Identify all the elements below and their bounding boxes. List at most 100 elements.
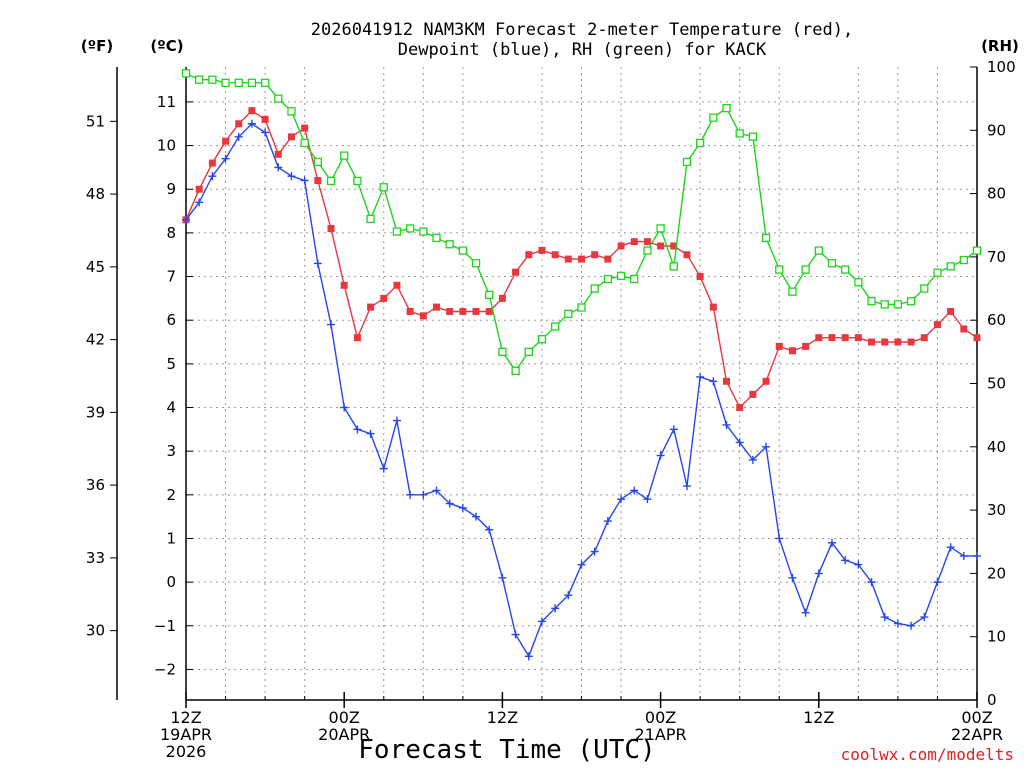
rh-point	[709, 113, 718, 122]
dewpoint-point	[801, 608, 810, 617]
temperature-point	[367, 303, 375, 311]
celsius-tick-label: 3	[166, 442, 176, 460]
rh-point	[761, 233, 771, 243]
rh-point	[221, 78, 230, 87]
dewpoint-point	[722, 420, 731, 429]
rh-point	[603, 274, 613, 284]
rh-point	[313, 157, 322, 167]
temperature-point	[340, 281, 348, 289]
dewpoint-point	[208, 172, 217, 181]
celsius-tick-label: 10	[157, 137, 176, 155]
temperature-point	[498, 294, 506, 302]
rh-point	[669, 262, 678, 271]
dewpoint-point	[841, 556, 850, 565]
rh-point	[471, 259, 481, 268]
dewpoint-point	[973, 551, 981, 560]
x-tick-label: 22APR	[951, 725, 1003, 744]
dewpoint-point	[920, 613, 929, 622]
series-layer	[181, 69, 982, 661]
rh-tick-label: 0	[987, 691, 997, 709]
dewpoint-point	[682, 482, 691, 491]
dewpoint-point	[946, 543, 955, 552]
temperature-point	[894, 338, 902, 346]
dewpoint-point	[907, 621, 916, 630]
temperature-point	[195, 185, 203, 193]
temperature-point	[643, 238, 651, 246]
dewpoint-point	[893, 619, 902, 628]
dewpoint-point	[353, 425, 362, 434]
temperature-point	[723, 377, 731, 385]
celsius-tick-label: −1	[154, 617, 176, 635]
rh-point	[511, 366, 520, 375]
temperature-point	[868, 338, 876, 346]
rh-point	[682, 157, 692, 167]
rh-point	[379, 183, 388, 192]
fahrenheit-unit-label: (ºF)	[81, 37, 113, 55]
rh-point	[643, 246, 652, 255]
dewpoint-point	[551, 604, 560, 613]
chart-title-line-2: Dewpoint (blue), RH (green) for KACK	[398, 40, 767, 60]
fahrenheit-tick-label: 36	[86, 476, 105, 494]
temperature-point	[841, 334, 849, 342]
rh-point	[195, 75, 204, 84]
dewpoint-point	[498, 573, 507, 582]
celsius-tick-label: 1	[166, 529, 176, 547]
temperature-point	[472, 307, 480, 315]
x-axis-title: Forecast Time (UTC)	[358, 735, 655, 765]
temperature-point	[933, 321, 941, 329]
temperature-point	[815, 334, 823, 342]
temperature-point	[802, 342, 810, 350]
rh-point	[788, 287, 797, 296]
rh-tick-label: 90	[987, 121, 1006, 139]
x-tick-label: 19APR	[160, 725, 212, 744]
temperature-point	[683, 251, 691, 259]
rh-point	[748, 132, 758, 141]
dewpoint-point	[274, 163, 283, 172]
rh-point	[972, 246, 982, 255]
rh-tick-label: 70	[987, 248, 1006, 266]
rh-tick-label: 20	[987, 564, 1006, 582]
rh-point	[498, 347, 507, 357]
rh-point	[392, 227, 402, 236]
rh-tick-label: 80	[987, 185, 1006, 203]
fahrenheit-tick-label: 30	[86, 622, 105, 640]
dewpoint-point	[762, 442, 771, 451]
temperature-point	[960, 325, 968, 333]
temperature-point	[709, 303, 717, 311]
dewpoint-point	[867, 578, 876, 587]
rh-point	[445, 240, 454, 249]
dewpoint-point	[590, 547, 599, 556]
rh-tick-label: 40	[987, 438, 1006, 456]
temperature-point	[749, 390, 757, 398]
rh-point	[181, 69, 191, 78]
dewpoint-point	[247, 119, 256, 128]
axes-layer: −2−1012345678910113033363942454851010203…	[86, 58, 1016, 761]
temperature-point	[432, 303, 440, 311]
celsius-unit-label: (ºC)	[150, 37, 183, 55]
rh-point	[550, 322, 560, 331]
chart-title-line-1: 2026041912 NAM3KM Forecast 2-meter Tempe…	[311, 20, 853, 40]
x-tick-label: 00Z	[961, 708, 992, 727]
temperature-point	[762, 377, 770, 385]
temperature-point	[446, 307, 454, 315]
grid-layer	[186, 67, 977, 700]
dewpoint-point	[880, 613, 889, 622]
rh-point	[366, 214, 375, 224]
x-tick-label: 00Z	[329, 708, 360, 727]
rh-point	[208, 75, 217, 84]
dewpoint-point	[234, 132, 243, 141]
dewpoint-point	[696, 372, 705, 381]
rh-point	[827, 259, 837, 268]
dewpoint-line	[185, 122, 977, 658]
temperature-point	[920, 334, 928, 342]
dewpoint-point	[472, 512, 481, 521]
dewpoint-point	[406, 490, 415, 499]
dewpoint-point	[564, 591, 573, 600]
fahrenheit-tick-label: 45	[86, 258, 105, 276]
rh-point	[458, 246, 468, 255]
dewpoint-point	[287, 172, 296, 181]
temperature-point	[406, 307, 414, 315]
temperature-point	[854, 334, 862, 342]
temperature-point	[380, 294, 388, 302]
temperature-point	[617, 242, 625, 250]
